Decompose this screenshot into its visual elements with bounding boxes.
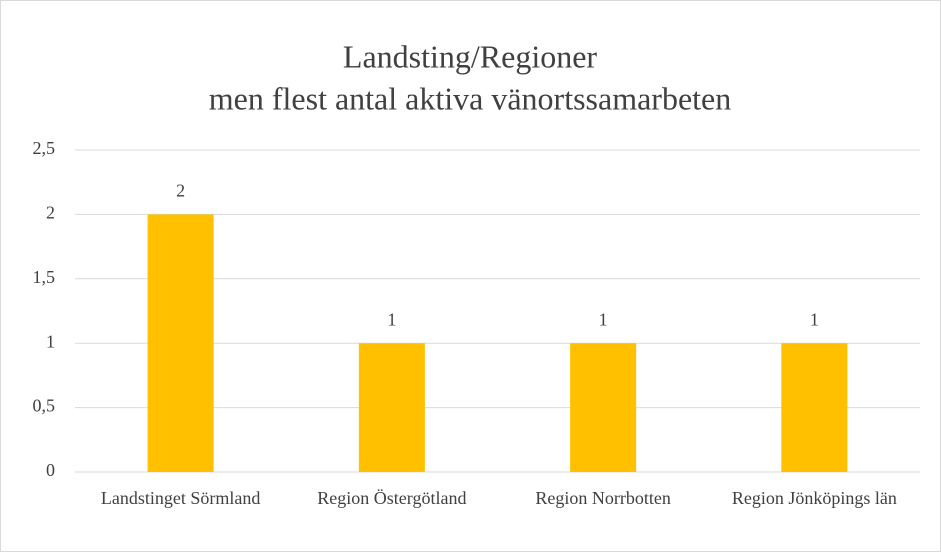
x-tick-label: Region Jönköpings län — [731, 488, 897, 508]
data-label: 1 — [387, 309, 396, 329]
chart-title: Landsting/Regioner — [343, 38, 598, 74]
bar — [358, 343, 425, 472]
data-label: 2 — [176, 181, 185, 201]
x-tick-label: Region Norrbotten — [535, 488, 671, 508]
y-tick-label: 1,5 — [33, 267, 56, 287]
data-label: 1 — [599, 309, 608, 329]
chart-subtitle-line: men flest antal aktiva vänortssamarbeten — [209, 80, 731, 116]
y-tick-label: 2,5 — [33, 138, 56, 158]
y-tick-label: 2 — [46, 203, 55, 223]
data-label: 1 — [810, 309, 819, 329]
y-tick-label: 0 — [46, 460, 55, 480]
x-tick-label: Landstinget Sörmland — [100, 488, 261, 508]
bar — [147, 214, 214, 472]
y-tick-label: 1 — [46, 331, 55, 351]
bar — [570, 343, 637, 472]
x-tick-label: Region Östergötland — [317, 488, 467, 508]
y-tick-label: 0,5 — [33, 396, 56, 416]
bar — [781, 343, 848, 472]
